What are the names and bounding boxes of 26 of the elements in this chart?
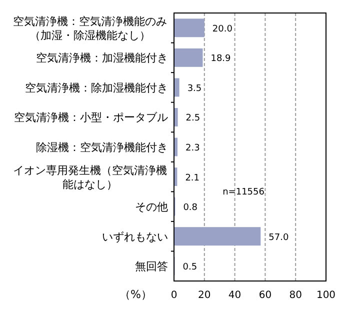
y-tick-label: 空気清浄機：小型・ポータブル <box>14 111 168 124</box>
data-label: 0.8 <box>183 203 198 214</box>
x-axis-title: （%） <box>120 288 152 301</box>
x-tick-label: 0 <box>170 290 178 301</box>
y-tick-label: 無回答 <box>135 260 168 274</box>
data-label: 57.0 <box>268 232 289 243</box>
data-label: 0.5 <box>182 262 198 273</box>
y-tick-label: 空気清浄機：加湿機能付き <box>36 52 168 65</box>
data-label: 2.1 <box>185 173 200 184</box>
annotation: n=11556 <box>222 188 265 198</box>
x-tick-label: 60 <box>258 290 272 301</box>
x-tick-label: 80 <box>289 290 302 301</box>
data-label: 18.9 <box>210 54 232 64</box>
y-tick-label: いずれもない <box>102 230 168 244</box>
y-tick-label: イオン専用発生機（空気清浄機能はなし） <box>13 164 167 191</box>
y-tick-label: 除湿機：空気清浄機能付き <box>36 141 168 154</box>
data-label: 3.5 <box>187 84 202 94</box>
y-tick-label: 空気清浄機：除加湿機能付き <box>25 81 168 94</box>
x-tick-label: 20 <box>198 290 211 301</box>
y-tick-label: その他 <box>135 200 168 214</box>
x-tick-label: 100 <box>316 290 336 301</box>
data-label: 2.5 <box>186 114 200 124</box>
data-label: 20.0 <box>212 24 233 34</box>
data-label: 2.3 <box>185 144 200 154</box>
y-tick-label: 空気清浄機：空気清浄機能のみ（加湿・除湿機能なし） <box>13 14 167 42</box>
x-tick-label: 40 <box>228 290 242 301</box>
